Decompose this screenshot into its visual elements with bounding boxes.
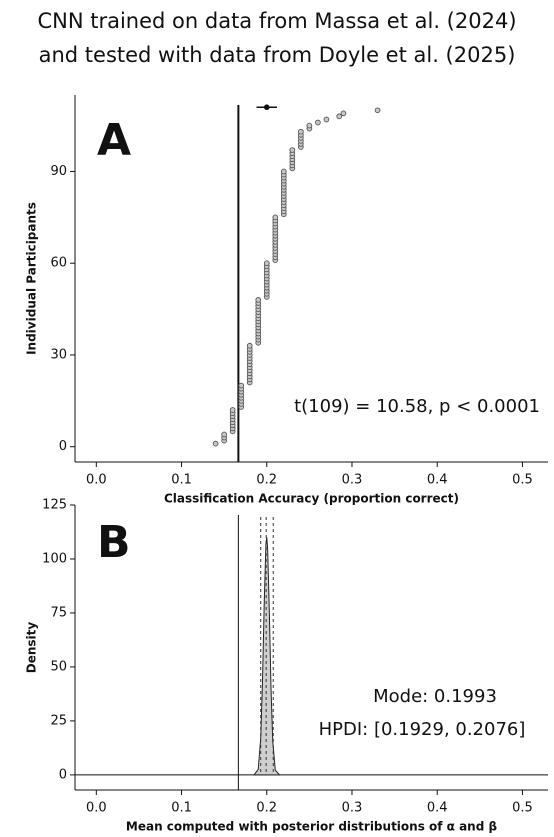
title-line: CNN trained on data from Massa et al. (2… bbox=[37, 9, 516, 33]
panel-letter: A bbox=[97, 115, 131, 166]
x-tick-label: 0.4 bbox=[427, 473, 448, 488]
y-axis-label: Density bbox=[25, 622, 39, 674]
stat-annotation: t(109) = 10.58, p < 0.0001 bbox=[294, 396, 540, 417]
mean-point bbox=[263, 104, 270, 111]
participant-point bbox=[229, 407, 236, 413]
x-tick-label: 0.4 bbox=[427, 801, 448, 816]
y-tick-label: 0 bbox=[59, 439, 67, 454]
x-tick-label: 0.5 bbox=[512, 473, 533, 488]
x-tick-label: 0.2 bbox=[256, 801, 277, 816]
y-tick-label: 30 bbox=[50, 347, 67, 362]
participant-point bbox=[221, 431, 227, 438]
y-tick-label: 25 bbox=[50, 713, 67, 728]
panel-letter: B bbox=[97, 517, 131, 568]
y-tick-label: 90 bbox=[50, 164, 67, 179]
x-tick-label: 0.2 bbox=[256, 473, 277, 488]
y-tick-label: 75 bbox=[50, 605, 67, 620]
participant-point bbox=[306, 122, 313, 129]
y-tick-label: 50 bbox=[50, 659, 67, 674]
participant-point bbox=[297, 128, 304, 135]
participant-point bbox=[272, 214, 279, 221]
hpdi-annotation: HPDI: [0.1929, 0.2076] bbox=[319, 719, 526, 740]
y-tick-label: 125 bbox=[42, 498, 67, 513]
x-axis-label: Classification Accuracy (proportion corr… bbox=[164, 492, 459, 506]
participant-point bbox=[246, 342, 253, 349]
mode-annotation: Mode: 0.1993 bbox=[373, 686, 497, 707]
participant-point bbox=[340, 110, 347, 117]
x-tick-label: 0.1 bbox=[171, 473, 192, 488]
participant-point bbox=[315, 119, 321, 126]
x-tick-label: 0.5 bbox=[512, 801, 533, 816]
y-tick-label: 0 bbox=[59, 767, 67, 782]
participant-point bbox=[255, 297, 262, 303]
participant-point bbox=[212, 440, 219, 447]
x-axis-label: Mean computed with posterior distributio… bbox=[126, 820, 498, 834]
y-tick-label: 60 bbox=[50, 256, 67, 271]
x-tick-label: 0.1 bbox=[171, 801, 192, 816]
x-tick-label: 0.0 bbox=[86, 473, 107, 488]
participant-point bbox=[323, 116, 330, 123]
participant-point bbox=[280, 168, 287, 175]
y-axis-label: Individual Participants bbox=[25, 202, 39, 355]
participant-point bbox=[238, 382, 245, 389]
title-line: and tested with data from Doyle et al. (… bbox=[39, 43, 516, 67]
y-tick-label: 100 bbox=[42, 551, 67, 566]
x-tick-label: 0.3 bbox=[342, 801, 363, 816]
participant-point bbox=[289, 147, 296, 153]
x-tick-label: 0.3 bbox=[342, 473, 363, 488]
x-tick-label: 0.0 bbox=[86, 801, 107, 816]
participant-point bbox=[374, 107, 381, 114]
participant-point bbox=[336, 113, 343, 120]
participant-point bbox=[263, 260, 270, 267]
